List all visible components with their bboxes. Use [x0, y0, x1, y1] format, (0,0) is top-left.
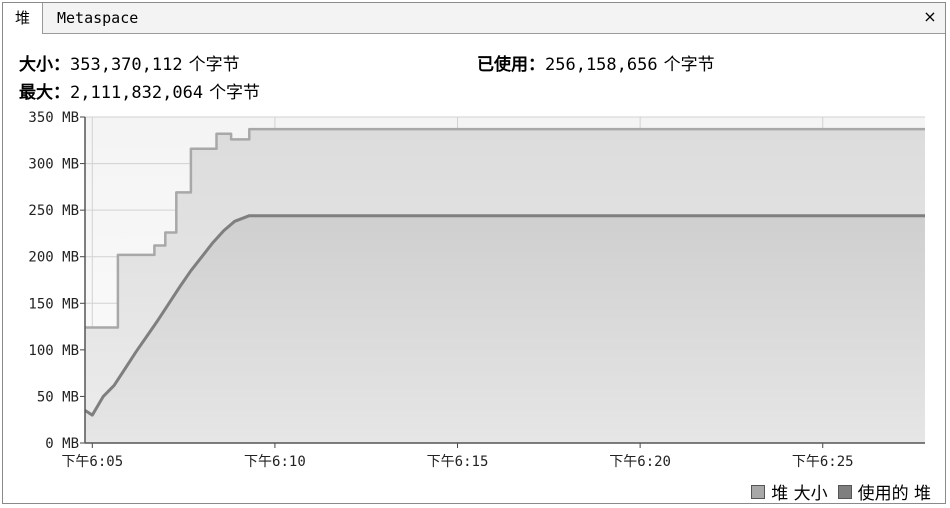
y-tick-label: 300 MB	[28, 157, 79, 173]
close-icon[interactable]: ×	[923, 7, 937, 26]
x-tick-label: 下午6:15	[427, 454, 489, 470]
used-unit: 个字节	[663, 55, 715, 75]
x-tick-label: 下午6:20	[609, 454, 671, 470]
series-heap-size-line	[85, 127, 925, 329]
y-tick-label: 200 MB	[28, 250, 79, 266]
series-used-heap-area	[85, 215, 925, 443]
max-value: 2,111,832,064	[70, 83, 204, 103]
chart-legend: 堆 大小 使用的 堆	[741, 479, 931, 504]
y-tick-label: 150 MB	[28, 296, 79, 312]
y-tick-label: 250 MB	[28, 203, 79, 219]
size-value: 353,370,112	[70, 55, 183, 75]
used-value: 256,158,656	[545, 55, 658, 75]
tab-heap[interactable]: 堆	[3, 3, 43, 34]
metaspace-chart: 0 MB 50 MB 100 MB 150 MB 200 MB 250 MB 300 MB 3…	[28, 110, 925, 470]
y-tick-label: 350 MB	[28, 110, 79, 126]
legend-label-used-heap: 使用的 堆	[857, 484, 931, 504]
max-unit: 个字节	[209, 83, 261, 103]
tab-metaspace[interactable]: Metaspace	[57, 9, 139, 27]
max-label: 最大：	[19, 83, 70, 103]
x-tick-label: 下午6:05	[61, 454, 123, 470]
y-tick-label: 0 MB	[45, 436, 79, 452]
axes: 0 MB 50 MB 100 MB 150 MB 200 MB 250 MB 300 MB 3…	[28, 110, 925, 470]
size-unit: 个字节	[188, 55, 240, 75]
legend-swatch-used-heap	[837, 484, 852, 499]
x-tick-label: 下午6:10	[244, 454, 306, 470]
series-layer	[85, 127, 925, 443]
legend-swatch-heap-size	[751, 484, 766, 499]
x-tick-label: 下午6:25	[792, 454, 854, 470]
size-stat: 大小：353,370,112 个字节	[19, 51, 240, 79]
series-used-heap-line	[85, 214, 925, 417]
y-tick-label: 50 MB	[37, 389, 79, 405]
used-stat: 已使用：256,158,656 个字节	[477, 51, 715, 79]
size-label: 大小：	[19, 55, 70, 75]
legend-label-heap-size: 堆 大小	[771, 484, 828, 504]
tab-bar: 堆 Metaspace ×	[3, 3, 945, 34]
used-label: 已使用：	[477, 55, 545, 75]
y-tick-label: 100 MB	[28, 343, 79, 359]
max-stat: 最大：2,111,832,064 个字节	[19, 79, 260, 107]
